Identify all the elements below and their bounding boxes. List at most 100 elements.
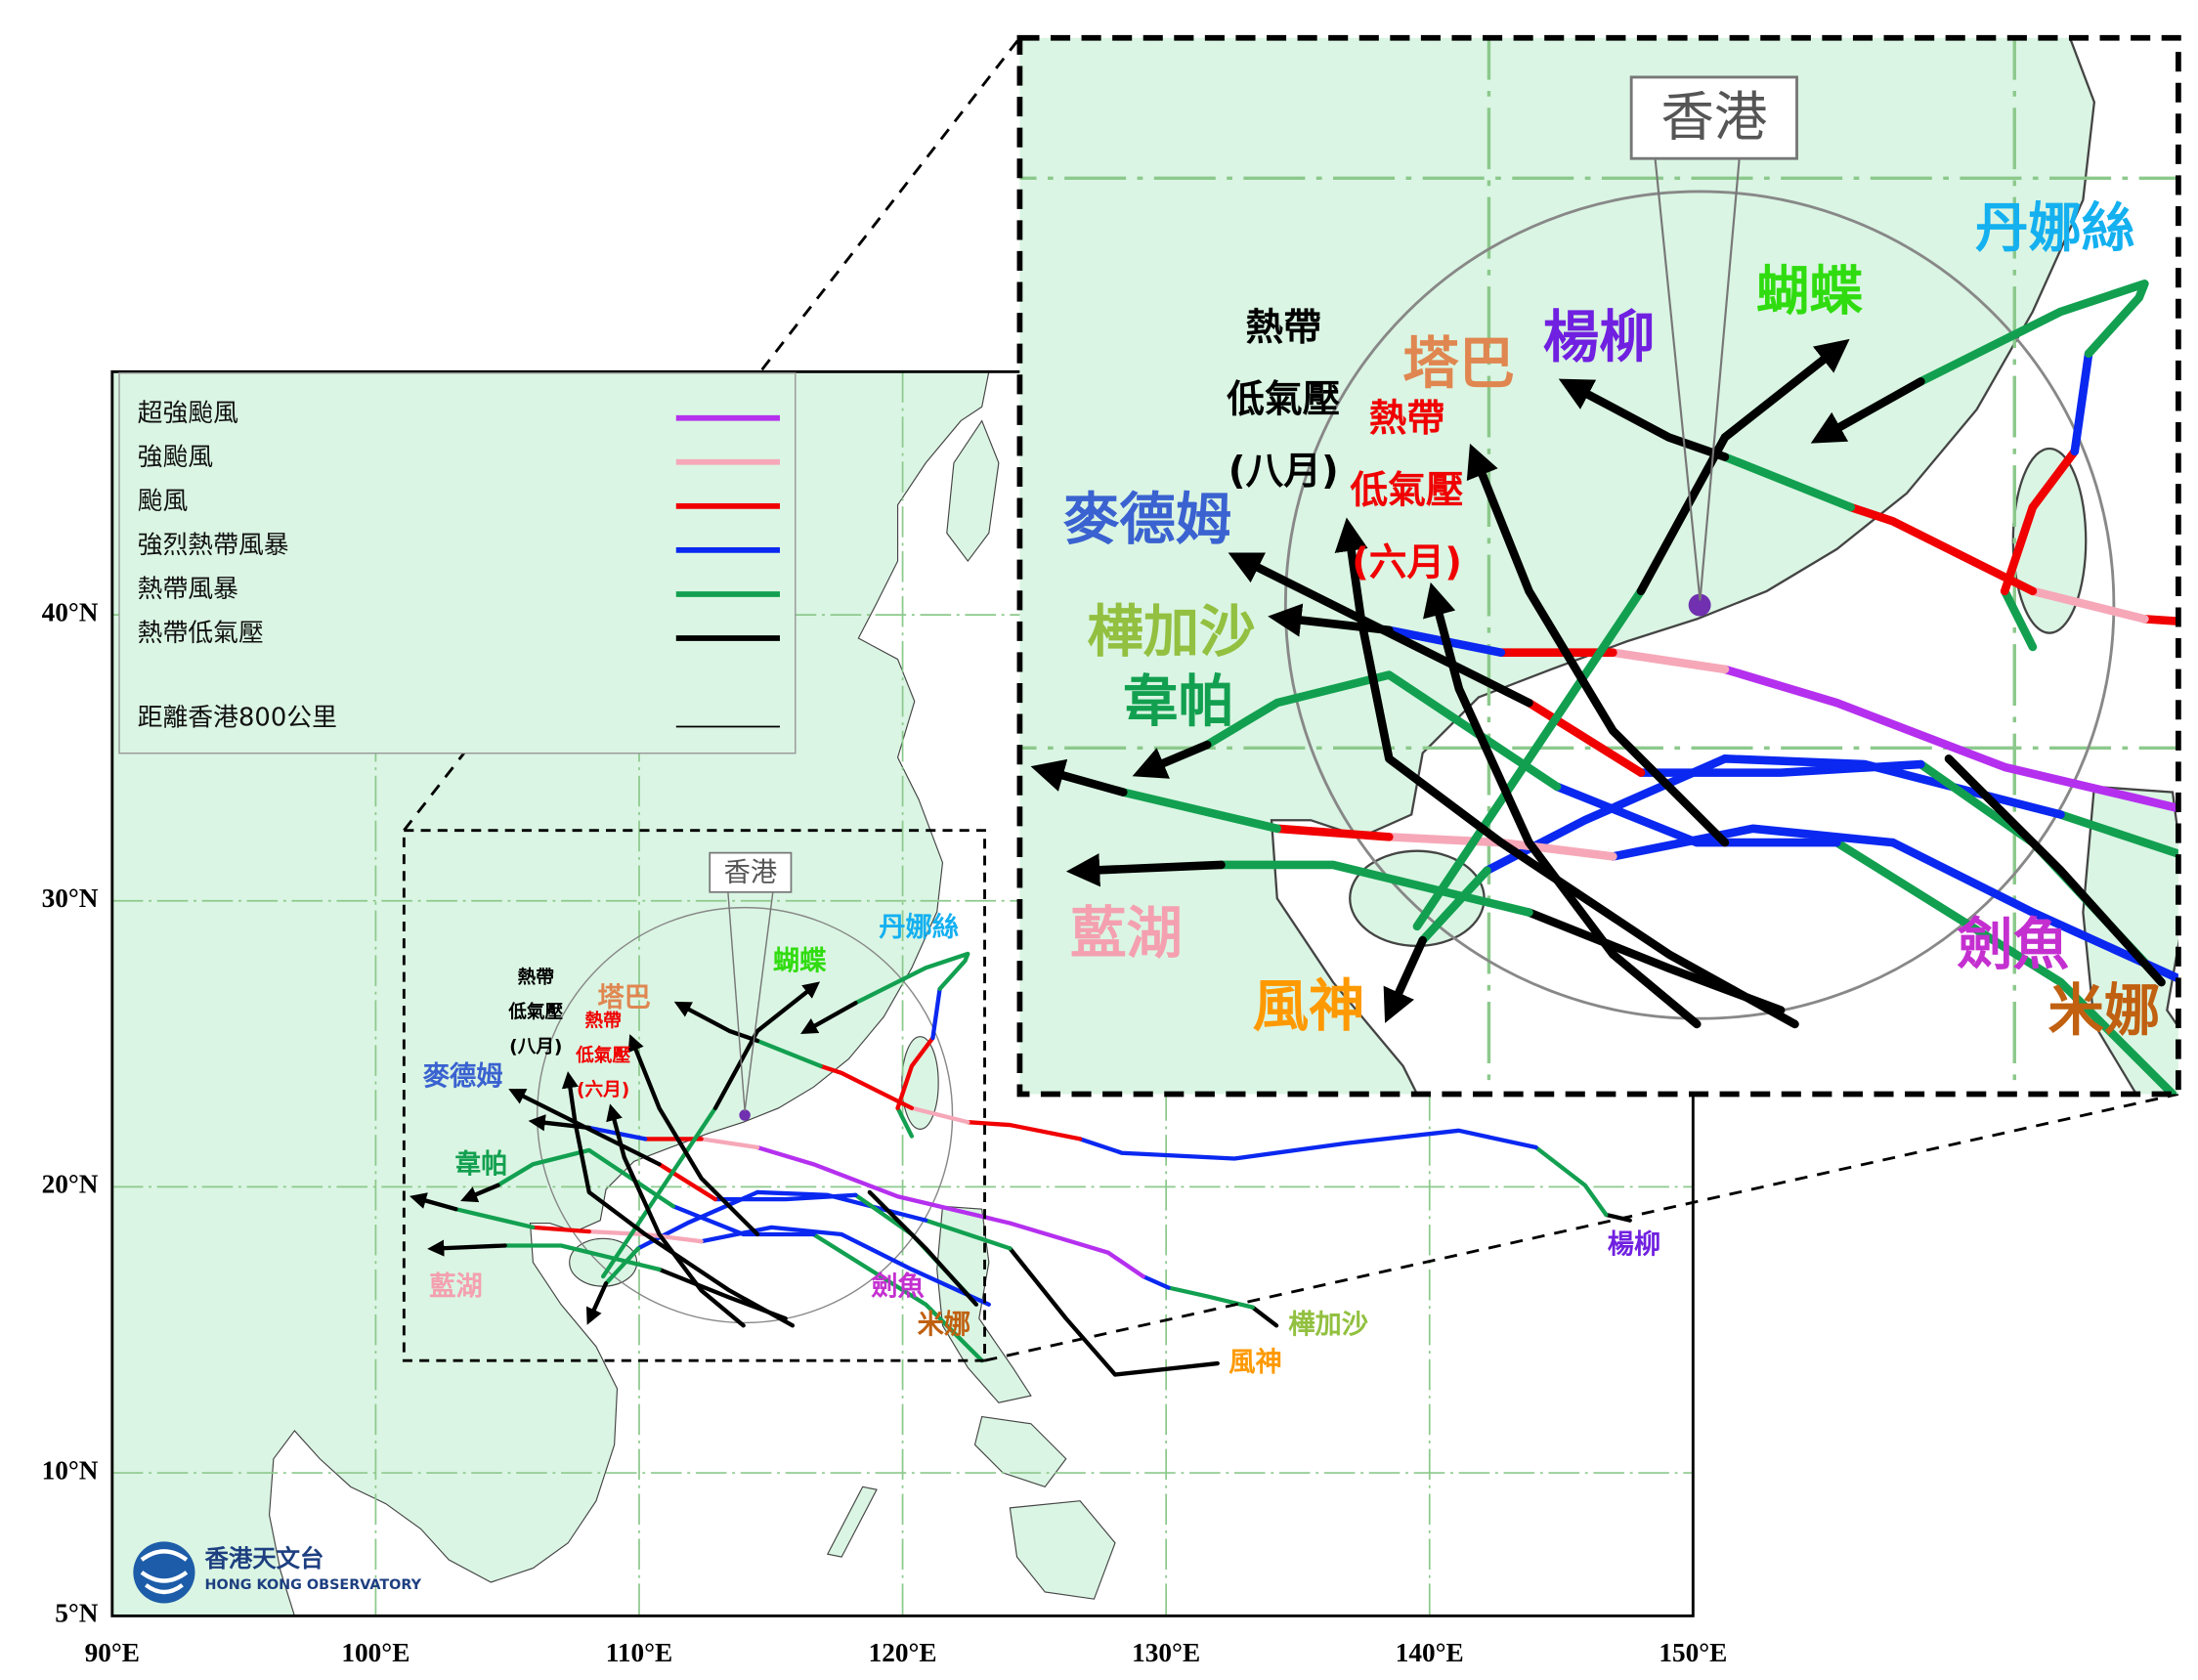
palawan: [826, 1486, 878, 1558]
label-box: [1629, 75, 1798, 160]
storm-label: (六月): [577, 1079, 629, 1100]
hong-kong-label: 香港: [724, 858, 778, 888]
track-segment: [895, 1035, 935, 1110]
track-segment: [1141, 1273, 1171, 1290]
track-segment: [657, 1162, 718, 1202]
track-segment: [1250, 1305, 1279, 1328]
legend-box: [118, 372, 797, 754]
storm-label: 熱帶: [585, 1010, 623, 1031]
logo-english: HONG KONG OBSERVATORY: [205, 1577, 422, 1593]
storm-label-inset: 米娜: [2047, 977, 2160, 1043]
storm-label-inset: 風神: [1253, 973, 1365, 1039]
track-segment: [561, 1071, 796, 1328]
legend-label: 熱帶風暴: [138, 575, 238, 604]
storm-label-inset: 樺加沙: [1087, 599, 1255, 665]
track-segment: [712, 981, 821, 1110]
storm-label-inset: 低氣壓: [1227, 377, 1340, 421]
track-segment: [600, 1105, 718, 1279]
legend-label: 超強颱風: [138, 399, 238, 428]
storm-label: 丹娜絲: [879, 912, 959, 943]
lat-tick-label: 20°N: [42, 1170, 99, 1199]
track-segment: [627, 1034, 760, 1237]
track-segment: [502, 1243, 662, 1272]
track-segment: [699, 1137, 760, 1150]
lat-tick-label: 10°N: [42, 1455, 99, 1485]
lon-tick-label: 150°E: [1659, 1638, 1727, 1667]
track-segment: [508, 1089, 662, 1167]
hong-kong-callout-inset: 香港: [1629, 75, 1798, 601]
logo: 香港天文台 HONG KONG OBSERVATORY: [133, 1541, 422, 1604]
track-segment: [966, 1120, 1083, 1142]
storm-label-inset: 蝴蝶: [1756, 260, 1864, 323]
track-segment: [1077, 1128, 1538, 1161]
lon-tick-label: 140°E: [1396, 1638, 1464, 1667]
storm-label: 藍湖: [429, 1271, 483, 1302]
tracks: [409, 951, 1632, 1377]
storm-label: (八月): [509, 1037, 562, 1057]
storm-label-inset: 劍魚: [1957, 912, 2069, 977]
track-segment: [800, 1001, 858, 1034]
lat-tick-label: 40°N: [42, 597, 99, 626]
storm-label: 塔巴: [597, 982, 651, 1012]
storm-label: 風神: [1228, 1348, 1282, 1378]
track-segment: [585, 1281, 609, 1325]
track-segment: [606, 1103, 746, 1328]
callout-line: [1699, 158, 1741, 601]
track-segment: [409, 1192, 458, 1212]
storm-label: 熱帶: [518, 967, 555, 988]
track-segment: [460, 1183, 500, 1203]
track-segment: [712, 1192, 858, 1202]
track-segment: [453, 1207, 536, 1229]
track-segment: [754, 1144, 1110, 1255]
callout-line: [744, 891, 774, 1111]
label-box: [709, 851, 793, 893]
callout-line: [1654, 158, 1702, 601]
legend-label: 颱風: [138, 487, 189, 516]
lon-tick-label: 100°E: [341, 1638, 409, 1667]
track-segment: [699, 1225, 844, 1244]
korea: [946, 419, 1000, 563]
storm-label: 麥德姆: [422, 1061, 503, 1092]
storm-label-inset: 丹娜絲: [1975, 196, 2135, 259]
hong-kong-dot: [739, 1109, 751, 1121]
lon-tick-label: 130°E: [1132, 1638, 1200, 1667]
track-segment: [924, 1218, 1013, 1251]
mindanao: [1009, 1500, 1116, 1600]
track-segment: [909, 1105, 970, 1125]
track-segment: [811, 1231, 984, 1363]
track-segment: [895, 1105, 915, 1139]
lon-tick-label: 110°E: [606, 1638, 672, 1667]
storm-label: 劍魚: [871, 1271, 925, 1302]
track-segment: [867, 1189, 979, 1307]
storm-label-inset: (六月): [1352, 540, 1462, 584]
legend-label: 距離香港800公里: [138, 703, 337, 732]
storm-label-inset: 熱帶: [1369, 397, 1445, 441]
lat-tick-label: 5°N: [55, 1599, 99, 1628]
visayas: [973, 1415, 1067, 1488]
storm-label-inset: 韋帕: [1122, 669, 1234, 735]
lat-tick-label: 30°N: [42, 883, 99, 913]
track-segment: [673, 1001, 760, 1044]
track-segment: [531, 1225, 591, 1234]
track-segment: [818, 1063, 915, 1110]
storm-label: 韋帕: [454, 1149, 508, 1180]
storm-label-inset: 麥德姆: [1063, 487, 1231, 552]
callout-line: [727, 891, 746, 1111]
track-segment: [1533, 1144, 1609, 1218]
logo-emblem-lines: [140, 1549, 189, 1595]
track-segment: [853, 951, 970, 1006]
track-segment: [603, 1246, 641, 1286]
track-segment: [1604, 1212, 1632, 1223]
track-segment: [930, 986, 942, 1041]
lon-tick-label: 90°E: [85, 1638, 140, 1667]
storm-label-inset: 藍湖: [1070, 900, 1183, 966]
track-segment: [1105, 1250, 1145, 1279]
storm-label: 樺加沙: [1288, 1310, 1368, 1340]
hong-kong-label: 香港: [1660, 86, 1767, 149]
storm-label: 楊柳: [1608, 1229, 1661, 1260]
hong-kong-callout: 香港: [709, 851, 793, 1111]
track-segment: [1008, 1246, 1220, 1377]
